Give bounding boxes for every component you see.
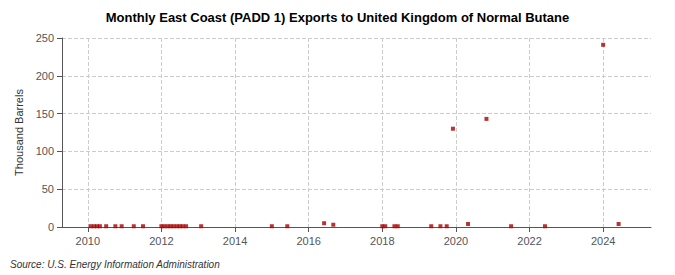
svg-text:2012: 2012	[149, 235, 173, 247]
svg-text:2022: 2022	[517, 235, 541, 247]
svg-text:2010: 2010	[76, 235, 100, 247]
svg-text:2020: 2020	[444, 235, 468, 247]
svg-text:150: 150	[36, 108, 54, 120]
svg-text:2024: 2024	[591, 235, 615, 247]
svg-text:50: 50	[42, 183, 54, 195]
svg-text:2018: 2018	[370, 235, 394, 247]
svg-text:0: 0	[48, 221, 54, 233]
svg-text:200: 200	[36, 70, 54, 82]
svg-text:Monthly East Coast (PADD 1) Ex: Monthly East Coast (PADD 1) Exports to U…	[106, 10, 569, 25]
svg-text:250: 250	[36, 32, 54, 44]
svg-text:2014: 2014	[223, 235, 247, 247]
svg-text:Thousand Barrels: Thousand Barrels	[13, 89, 25, 176]
svg-text:2016: 2016	[296, 235, 320, 247]
svg-text:100: 100	[36, 145, 54, 157]
svg-text:Source: U.S. Energy Informatio: Source: U.S. Energy Information Administ…	[10, 259, 220, 270]
